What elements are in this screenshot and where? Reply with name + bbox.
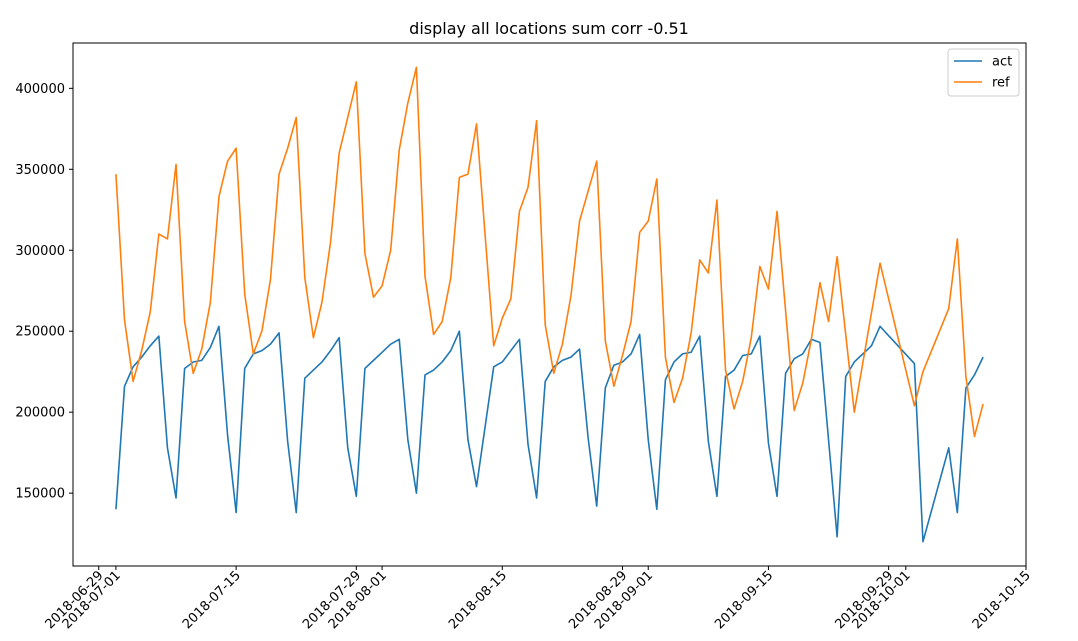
y-tick-label: 300000 xyxy=(15,244,65,259)
y-tick-label: 350000 xyxy=(15,163,65,178)
y-tick-label: 400000 xyxy=(15,82,65,97)
y-axis: 150000 200000 250000 300000 350000 400000 xyxy=(15,82,73,502)
y-tick-label: 200000 xyxy=(15,406,65,421)
series-line-ref xyxy=(115,66,984,438)
series-line-act xyxy=(115,325,984,543)
legend-label-ref: ref xyxy=(992,76,1010,91)
legend-label-act: act xyxy=(992,55,1012,70)
y-tick-label: 250000 xyxy=(15,325,65,340)
plot-frame xyxy=(72,42,1027,567)
y-tick-label: 150000 xyxy=(15,487,65,502)
series-layer xyxy=(115,66,984,543)
legend: act ref xyxy=(947,48,1020,97)
chart-title: display all locations sum corr -0.51 xyxy=(409,19,689,38)
